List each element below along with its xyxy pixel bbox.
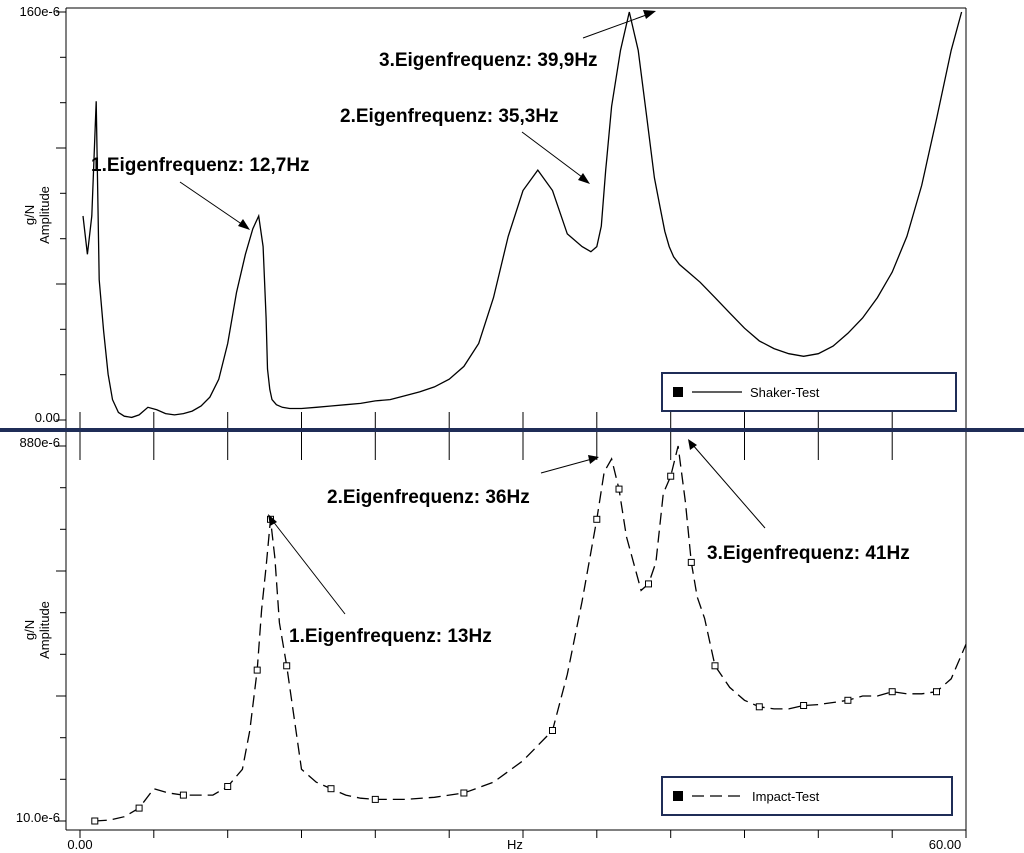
data-point-marker bbox=[283, 662, 291, 670]
data-point-marker bbox=[135, 804, 143, 812]
annotation-top-1: 1.Eigenfrequenz: 12,7Hz bbox=[91, 155, 310, 176]
data-point-marker bbox=[549, 727, 556, 734]
annotation-bottom-3-arrowhead bbox=[688, 439, 697, 450]
data-point-marker bbox=[711, 662, 719, 670]
x-axis-title: Hz bbox=[507, 837, 523, 852]
top-panel: 160e-6 0.00 g/N Amplitude 1.Eigenfrequen… bbox=[20, 4, 967, 460]
annotation-top-2-arrowhead bbox=[578, 173, 590, 184]
data-point-marker bbox=[687, 558, 695, 566]
top-y-ticks bbox=[56, 11, 66, 421]
bottom-legend-swatch bbox=[673, 791, 683, 801]
annotation-top-3-arrow bbox=[582, 13, 650, 39]
bottom-x-ticks bbox=[79, 830, 967, 838]
annotation-bottom-2: 2.Eigenfrequenz: 36Hz bbox=[327, 487, 530, 508]
data-point-marker bbox=[179, 791, 187, 799]
series-markers-impact-test bbox=[91, 472, 940, 825]
annotation-top-1-arrow bbox=[179, 181, 247, 228]
data-point-marker bbox=[327, 785, 335, 793]
annotation-top-3: 3.Eigenfrequenz: 39,9Hz bbox=[379, 50, 598, 71]
data-point-marker bbox=[615, 485, 623, 493]
annotation-bottom-3-arrow bbox=[691, 443, 766, 529]
bottom-y-ticks bbox=[56, 445, 66, 822]
data-point-marker bbox=[371, 795, 379, 803]
data-point-marker bbox=[253, 666, 261, 674]
data-point-marker bbox=[755, 703, 763, 711]
top-legend-swatch bbox=[673, 387, 683, 397]
annotation-top-1-arrowhead bbox=[238, 219, 250, 230]
top-y-axis-title: Amplitude bbox=[37, 186, 52, 244]
top-y-tick-label-min: 0.00 bbox=[35, 410, 60, 425]
bottom-y-tick-label-max: 880e-6 bbox=[20, 435, 60, 450]
top-y-tick-label-max: 160e-6 bbox=[20, 4, 60, 19]
series-line-shaker-test bbox=[82, 11, 963, 419]
annotation-top-2: 2.Eigenfrequenz: 35,3Hz bbox=[340, 106, 559, 127]
bottom-legend-label: Impact-Test bbox=[752, 789, 820, 804]
x-tick-label-max: 60.00 bbox=[929, 837, 962, 852]
panel-divider bbox=[0, 428, 1024, 432]
annotation-bottom-2-arrowhead bbox=[588, 455, 599, 464]
data-point-marker bbox=[844, 696, 852, 704]
bottom-panel: 880e-6 10.0e-6 0.00 60.00 Hz g/N Amplitu… bbox=[16, 432, 967, 852]
annotation-bottom-3: 3.Eigenfrequenz: 41Hz bbox=[707, 543, 910, 564]
data-point-marker bbox=[460, 789, 468, 797]
top-legend-label: Shaker-Test bbox=[750, 385, 820, 400]
annotation-top-3-arrowhead bbox=[643, 10, 656, 19]
bottom-y-tick-label-min: 10.0e-6 bbox=[16, 810, 60, 825]
series-line-impact-test bbox=[94, 445, 967, 822]
data-point-marker bbox=[800, 702, 808, 709]
data-point-marker bbox=[667, 472, 675, 480]
data-point-marker bbox=[645, 580, 652, 588]
annotation-bottom-1-arrowhead bbox=[268, 514, 277, 526]
annotation-bottom-1-arrow bbox=[271, 519, 346, 615]
x-tick-label-min: 0.00 bbox=[67, 837, 92, 852]
data-point-marker bbox=[224, 783, 232, 790]
data-point-marker bbox=[593, 515, 601, 523]
bottom-y-axis-title: Amplitude bbox=[37, 601, 52, 659]
annotation-top-2-arrow bbox=[521, 131, 587, 181]
data-point-marker bbox=[933, 688, 940, 696]
data-point-marker bbox=[91, 817, 99, 825]
top-y-axis-unit: g/N bbox=[22, 205, 37, 225]
data-point-marker bbox=[888, 688, 896, 696]
annotation-bottom-1: 1.Eigenfrequenz: 13Hz bbox=[289, 626, 492, 647]
annotation-bottom-2-arrow bbox=[540, 458, 593, 474]
bottom-y-axis-unit: g/N bbox=[22, 620, 37, 640]
